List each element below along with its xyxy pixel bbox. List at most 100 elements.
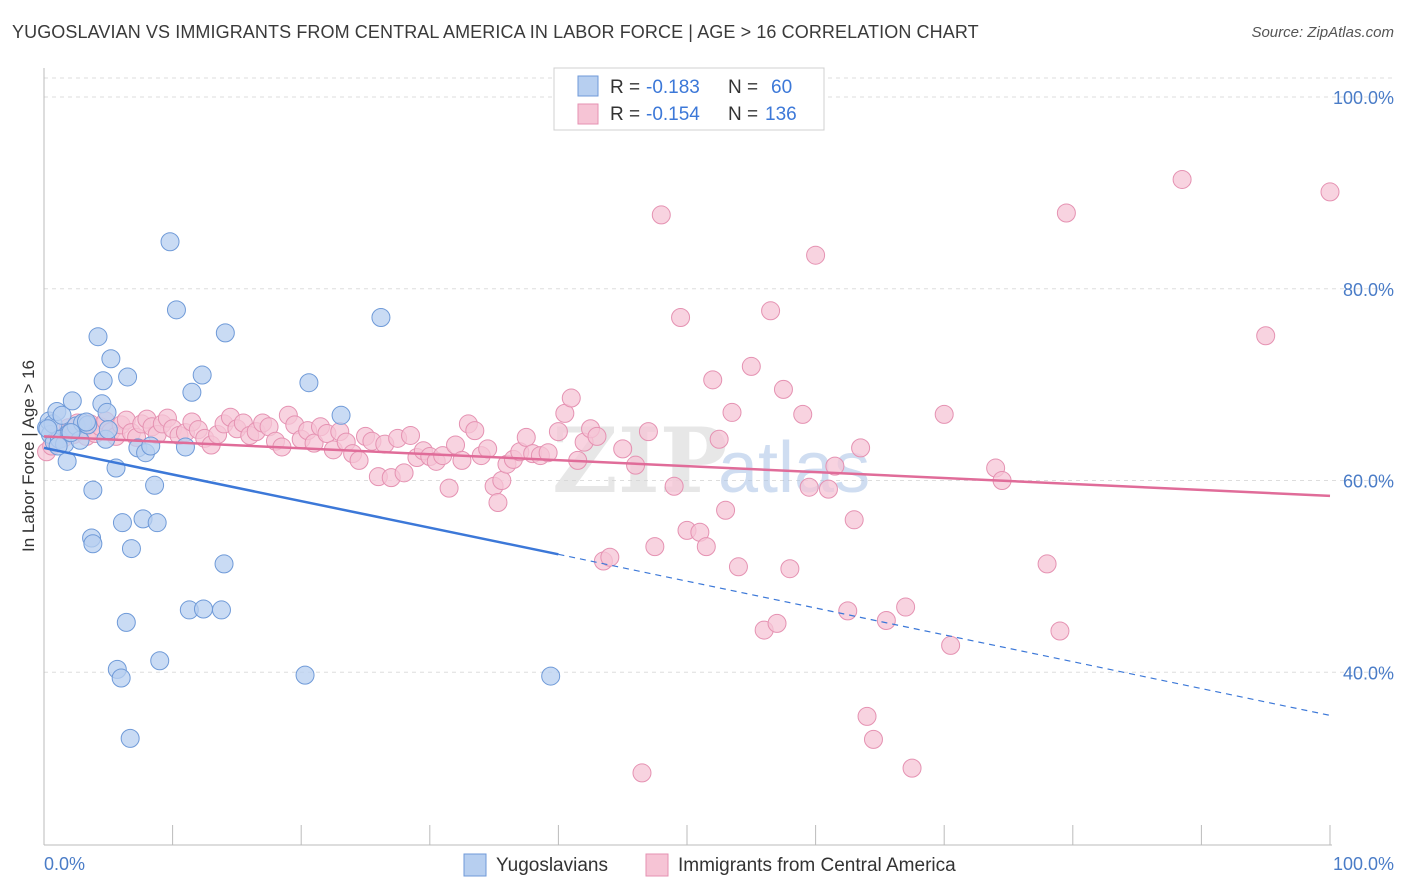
point-yugoslavian xyxy=(97,402,117,422)
point-central-america xyxy=(825,456,845,476)
point-yugoslavian xyxy=(62,391,82,411)
point-central-america xyxy=(1256,326,1276,346)
legend-r-label-2: R = xyxy=(610,104,640,125)
legend-frame xyxy=(553,67,825,131)
point-central-america xyxy=(394,463,414,483)
point-yugoslavian xyxy=(112,513,132,533)
chart-source: Source: ZipAtlas.com xyxy=(1251,24,1394,41)
point-yugoslavian xyxy=(83,480,103,500)
legend-swatch-yugoslavians xyxy=(577,75,599,97)
y-axis-label: In Labor Force | Age > 16 xyxy=(19,360,38,552)
point-yugoslavian xyxy=(83,534,103,554)
point-yugoslavian xyxy=(371,308,391,328)
series-legend: Yugoslavians Immigrants from Central Ame… xyxy=(463,853,956,877)
point-central-america xyxy=(780,559,800,579)
trend-line-central-america xyxy=(43,435,1331,498)
chart-title: YUGOSLAVIAN VS IMMIGRANTS FROM CENTRAL A… xyxy=(12,22,979,42)
point-central-america xyxy=(465,421,485,441)
point-yugoslavian xyxy=(147,513,167,533)
y-tick-labels: 40.0% 60.0% 80.0% 100.0% xyxy=(1333,88,1394,683)
point-central-america xyxy=(561,388,581,408)
point-central-america xyxy=(709,429,729,449)
legend-r-label-1: R = xyxy=(610,77,640,98)
point-central-america xyxy=(439,478,459,498)
trend-line-yugoslavians xyxy=(43,446,559,556)
point-yugoslavian xyxy=(98,420,118,440)
point-central-america xyxy=(902,758,922,778)
point-yugoslavian xyxy=(175,437,195,457)
y-tick-label: 40.0% xyxy=(1343,663,1394,683)
point-yugoslavian xyxy=(192,365,212,385)
point-yugoslavian xyxy=(145,475,165,495)
point-yugoslavian xyxy=(331,405,351,425)
point-central-america xyxy=(863,729,883,749)
point-central-america xyxy=(638,422,658,442)
point-yugoslavian xyxy=(182,382,202,402)
point-central-america xyxy=(600,547,620,567)
y-tick-label: 60.0% xyxy=(1343,472,1394,492)
legend-r-value-2: -0.154 xyxy=(646,104,700,125)
point-central-america xyxy=(799,477,819,497)
legend-n-label-2: N = xyxy=(728,104,758,125)
point-central-america xyxy=(857,706,877,726)
point-yugoslavian xyxy=(121,539,141,559)
point-central-america xyxy=(1320,182,1340,202)
point-yugoslavian xyxy=(295,665,315,685)
point-central-america xyxy=(632,763,652,783)
point-central-america xyxy=(896,597,916,617)
point-yugoslavian xyxy=(111,668,131,688)
point-central-america xyxy=(806,245,826,265)
point-yugoslavian xyxy=(88,327,108,347)
point-yugoslavian xyxy=(541,666,561,686)
point-yugoslavian xyxy=(141,436,161,456)
point-central-america xyxy=(838,601,858,621)
point-yugoslavian xyxy=(52,405,72,425)
bottom-legend-swatch-central-america xyxy=(645,853,669,877)
legend-r-value-1: -0.183 xyxy=(646,77,700,98)
bottom-legend-label-central-america: Immigrants from Central America xyxy=(678,855,956,876)
point-central-america xyxy=(767,613,787,633)
point-yugoslavian xyxy=(38,419,58,439)
point-yugoslavian xyxy=(193,599,213,619)
x-tick-label-min: 0.0% xyxy=(44,854,85,874)
point-yugoslavian xyxy=(160,232,180,252)
point-central-america xyxy=(349,450,369,470)
point-central-america xyxy=(741,356,761,376)
series-yugoslavians-points xyxy=(37,232,561,748)
point-yugoslavian xyxy=(93,371,113,391)
point-yugoslavian xyxy=(150,651,170,671)
point-central-america xyxy=(516,427,536,447)
point-central-america xyxy=(851,438,871,458)
series-central-america-points xyxy=(37,169,1340,783)
point-central-america xyxy=(716,500,736,520)
bottom-legend-swatch-yugoslavians xyxy=(463,853,487,877)
legend-n-label-1: N = xyxy=(728,77,758,98)
point-central-america xyxy=(1050,621,1070,641)
point-central-america xyxy=(587,426,607,446)
point-yugoslavian xyxy=(215,323,235,343)
point-central-america xyxy=(492,471,512,490)
point-central-america xyxy=(793,404,813,424)
y-tick-label: 80.0% xyxy=(1343,280,1394,300)
point-central-america xyxy=(538,443,558,463)
point-central-america xyxy=(671,308,691,328)
x-tick-label-max: 100.0% xyxy=(1333,854,1394,874)
point-central-america xyxy=(651,205,671,225)
point-yugoslavian xyxy=(299,373,319,393)
point-central-america xyxy=(1037,554,1057,574)
point-central-america xyxy=(941,635,961,655)
point-central-america xyxy=(488,493,508,513)
point-yugoslavian xyxy=(166,300,186,320)
point-central-america xyxy=(664,476,684,496)
point-central-america xyxy=(934,404,954,424)
correlation-legend: R = -0.183 N = 60 R = -0.154 N = 136 xyxy=(553,67,825,131)
point-central-america xyxy=(452,450,472,470)
point-central-america xyxy=(876,610,896,630)
point-central-america xyxy=(844,510,864,530)
legend-swatch-central-america xyxy=(577,103,599,125)
legend-n-value-2: 136 xyxy=(765,104,797,125)
trend-lines xyxy=(43,435,1331,716)
point-yugoslavian xyxy=(76,412,96,432)
point-central-america xyxy=(1172,169,1192,189)
